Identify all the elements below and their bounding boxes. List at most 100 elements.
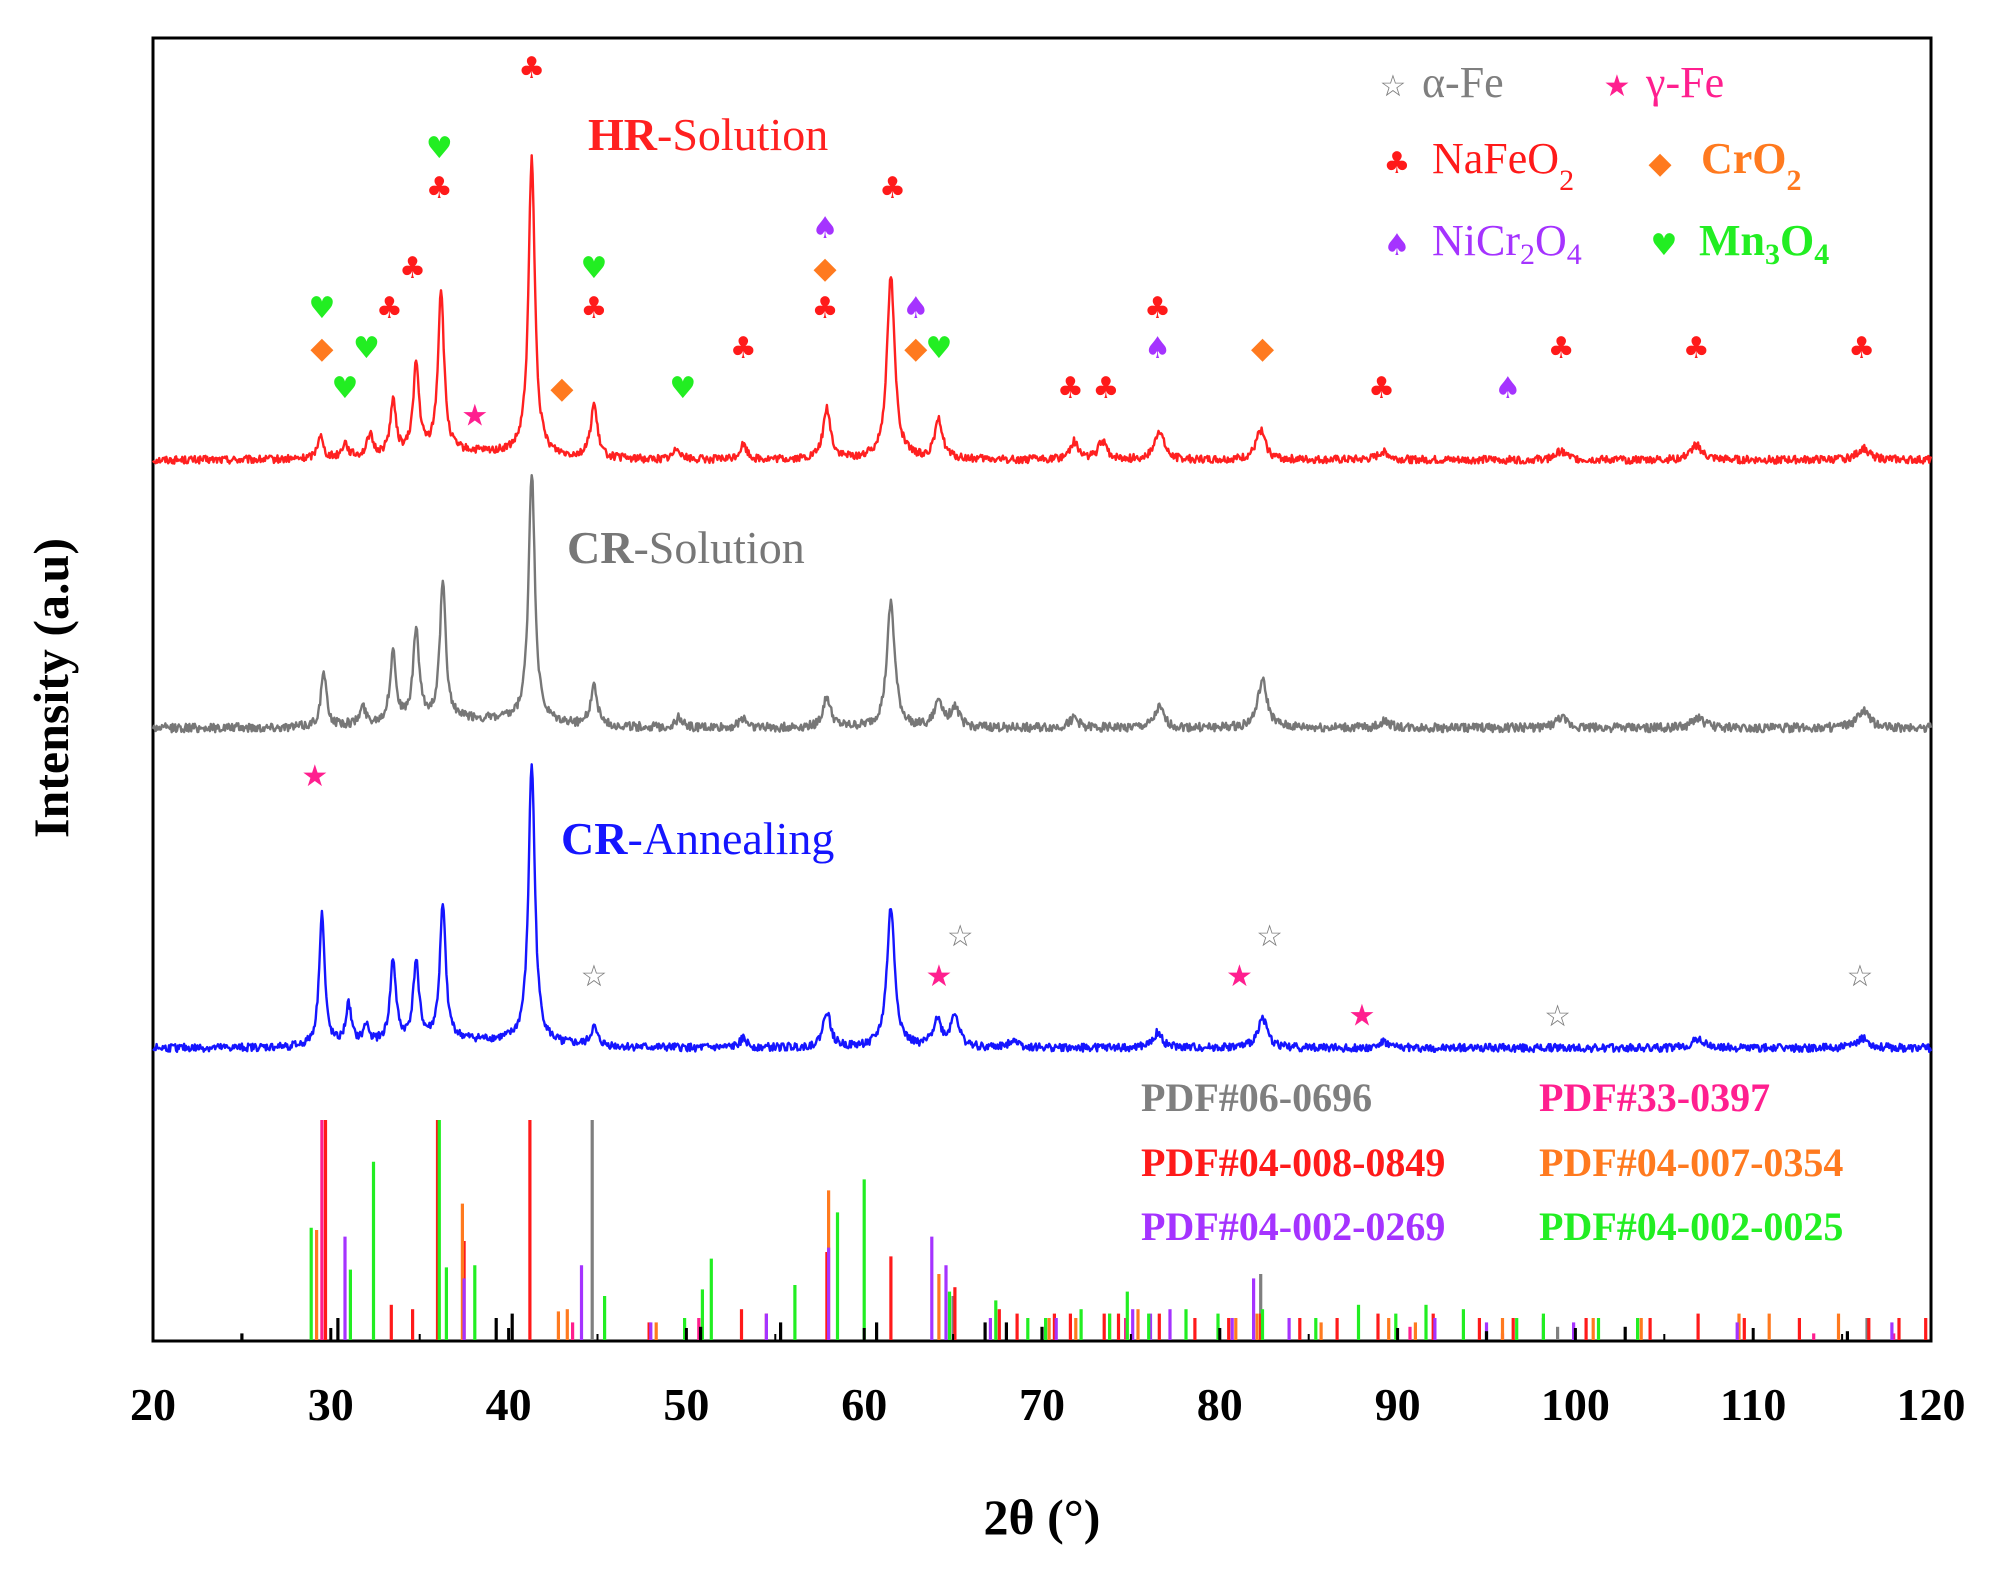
series-line-cr-annealing bbox=[152, 763, 1933, 1054]
marker-nafeo2-icon: ♣ bbox=[399, 251, 426, 286]
marker-cro2-icon: ◆ bbox=[1251, 331, 1274, 366]
marker-alpha-fe-icon: ☆ bbox=[1544, 999, 1571, 1034]
marker-nafeo2-icon: ♣ bbox=[1093, 371, 1120, 406]
marker-mn3o4-icon: ♥ bbox=[332, 371, 359, 406]
series-layer bbox=[151, 154, 1933, 1054]
marker-cro2-icon: ◆ bbox=[904, 331, 927, 366]
legend-mn3o4-main: Mn bbox=[1699, 216, 1765, 265]
legend-nicr2o4-label: NiCr2O4 bbox=[1432, 216, 1582, 271]
legend-cro2-label: CrO2 bbox=[1701, 134, 1802, 197]
legend-mn3o4-icon: ♥ bbox=[1651, 228, 1678, 263]
legend-mn3o4-rest: O bbox=[1780, 216, 1814, 265]
marker-nafeo2-icon: ♣ bbox=[376, 291, 403, 326]
marker-nicr2o4-icon: ♠ bbox=[1494, 371, 1521, 406]
legend: ☆ α-Fe ★ γ-Fe ♣ NaFeO2 ◆ CrO2 ♠ NiCr2O4 … bbox=[1380, 58, 1830, 271]
series-label-cr-solution-bold: CR bbox=[567, 522, 634, 573]
series-label-cr-solution: CR-Solution bbox=[567, 522, 805, 573]
marker-gamma-fe-icon: ★ bbox=[461, 398, 488, 433]
marker-cro2-icon: ◆ bbox=[550, 371, 573, 406]
marker-nafeo2-icon: ♣ bbox=[1548, 331, 1575, 366]
legend-cro2-main: CrO bbox=[1701, 134, 1787, 183]
marker-nafeo2-icon: ♣ bbox=[730, 331, 757, 366]
marker-mn3o4-icon: ♥ bbox=[353, 331, 380, 366]
x-tick-label: 60 bbox=[841, 1379, 887, 1430]
ref-label-04-007-0354: PDF#04-007-0354 bbox=[1539, 1140, 1843, 1185]
marker-mn3o4-icon: ♥ bbox=[308, 291, 335, 326]
legend-nafeo2-label: NaFeO2 bbox=[1432, 134, 1574, 197]
series-line-cr-solution bbox=[151, 474, 1933, 734]
ref-label-04-008-0849: PDF#04-008-0849 bbox=[1141, 1140, 1445, 1185]
marker-nafeo2-icon: ♣ bbox=[1848, 331, 1875, 366]
ref-label-04-002-0269: PDF#04-002-0269 bbox=[1141, 1204, 1445, 1249]
marker-alpha-fe-icon: ☆ bbox=[580, 959, 607, 994]
marker-nicr2o4-icon: ♠ bbox=[812, 211, 839, 246]
marker-cro2-icon: ◆ bbox=[814, 251, 837, 286]
reference-card-labels: PDF#06-0696 PDF#33-0397 PDF#04-008-0849 … bbox=[1141, 1075, 1843, 1249]
ref-label-04-002-0025: PDF#04-002-0025 bbox=[1539, 1204, 1843, 1249]
x-tick-label: 50 bbox=[663, 1379, 709, 1430]
x-tick-label: 80 bbox=[1197, 1379, 1243, 1430]
legend-nafeo2-icon: ♣ bbox=[1384, 146, 1411, 181]
legend-mn3o4-sub2: 4 bbox=[1814, 238, 1829, 271]
ref-label-33-0397: PDF#33-0397 bbox=[1539, 1075, 1770, 1120]
marker-gamma-fe-icon: ★ bbox=[925, 959, 952, 994]
x-axis-title: 2θ (°) bbox=[984, 1489, 1101, 1545]
series-line-hr-solution bbox=[151, 154, 1933, 465]
x-tick-label: 100 bbox=[1541, 1379, 1610, 1430]
legend-alpha-fe-icon: ☆ bbox=[1380, 69, 1407, 104]
legend-cro2-icon: ◆ bbox=[1648, 146, 1671, 181]
marker-gamma-fe-icon: ★ bbox=[1349, 998, 1376, 1033]
marker-nicr2o4-icon: ♠ bbox=[902, 291, 929, 326]
legend-gamma-fe-label: γ-Fe bbox=[1645, 58, 1724, 107]
x-tick-label: 110 bbox=[1720, 1379, 1786, 1430]
marker-nafeo2-icon: ♣ bbox=[426, 171, 453, 206]
marker-nafeo2-icon: ♣ bbox=[580, 291, 607, 326]
legend-nafeo2-sub: 2 bbox=[1559, 164, 1574, 197]
marker-nafeo2-icon: ♣ bbox=[518, 51, 545, 86]
x-axis: 20 30 40 50 60 70 80 90 100 110 120 bbox=[130, 1328, 1966, 1430]
legend-mn3o4-sub: 3 bbox=[1765, 238, 1780, 271]
marker-gamma-fe-icon: ★ bbox=[301, 759, 328, 794]
legend-nicr2o4-sub: 2 bbox=[1520, 238, 1535, 271]
marker-mn3o4-icon: ♥ bbox=[669, 371, 696, 406]
x-tick-label: 90 bbox=[1375, 1379, 1421, 1430]
x-tick-label: 70 bbox=[1019, 1379, 1065, 1430]
series-label-hr-solution-rest: -Solution bbox=[657, 109, 828, 160]
marker-gamma-fe-icon: ★ bbox=[1226, 959, 1253, 994]
marker-mn3o4-icon: ♥ bbox=[426, 131, 453, 166]
legend-nicr2o4-rest: O bbox=[1535, 216, 1567, 265]
legend-cro2-sub: 2 bbox=[1787, 164, 1802, 197]
marker-mn3o4-icon: ♥ bbox=[925, 331, 952, 366]
legend-nafeo2-main: NaFeO bbox=[1432, 134, 1559, 183]
ref-label-06-0696: PDF#06-0696 bbox=[1141, 1075, 1372, 1120]
marker-cro2-icon: ◆ bbox=[310, 331, 333, 366]
legend-mn3o4-label: Mn3O4 bbox=[1699, 216, 1829, 271]
marker-nafeo2-icon: ♣ bbox=[812, 291, 839, 326]
x-tick-label: 40 bbox=[486, 1379, 532, 1430]
marker-nafeo2-icon: ♣ bbox=[1144, 291, 1171, 326]
series-label-cr-annealing-bold: CR bbox=[561, 813, 628, 864]
marker-alpha-fe-icon: ☆ bbox=[1256, 919, 1283, 954]
phase-marker-layer: ♥◆♥♥♣♣♣♥★♣◆♣♥♥♣♣◆♠♣◆♠♥♣ ♣♠♣◆♣ ♠♣ ♣ ♣★☆ ★☆★☆★ ☆… bbox=[301, 51, 1875, 1034]
legend-nicr2o4-sub2: 4 bbox=[1567, 238, 1582, 271]
marker-nicr2o4-icon: ♠ bbox=[1144, 331, 1171, 366]
marker-alpha-fe-icon: ☆ bbox=[1846, 959, 1873, 994]
marker-nafeo2-icon: ♣ bbox=[1368, 371, 1395, 406]
x-tick-label: 20 bbox=[130, 1379, 176, 1430]
marker-nafeo2-icon: ♣ bbox=[1057, 371, 1084, 406]
series-label-hr-solution-bold: HR bbox=[588, 109, 658, 160]
legend-gamma-fe-icon: ★ bbox=[1604, 69, 1631, 104]
x-tick-label: 120 bbox=[1897, 1379, 1966, 1430]
legend-alpha-fe-label: α-Fe bbox=[1422, 58, 1504, 107]
series-label-cr-annealing-rest: -Annealing bbox=[627, 813, 834, 864]
series-label-cr-solution-rest: -Solution bbox=[633, 522, 804, 573]
series-label-cr-annealing: CR-Annealing bbox=[561, 813, 834, 864]
legend-nicr2o4-icon: ♠ bbox=[1384, 228, 1411, 263]
marker-nafeo2-icon: ♣ bbox=[879, 171, 906, 206]
marker-mn3o4-icon: ♥ bbox=[580, 251, 607, 286]
marker-nafeo2-icon: ♣ bbox=[1683, 331, 1710, 366]
y-axis-title: Intensity (a.u) bbox=[23, 538, 79, 838]
marker-alpha-fe-icon: ☆ bbox=[947, 919, 974, 954]
series-label-hr-solution: HR-Solution bbox=[588, 109, 828, 160]
